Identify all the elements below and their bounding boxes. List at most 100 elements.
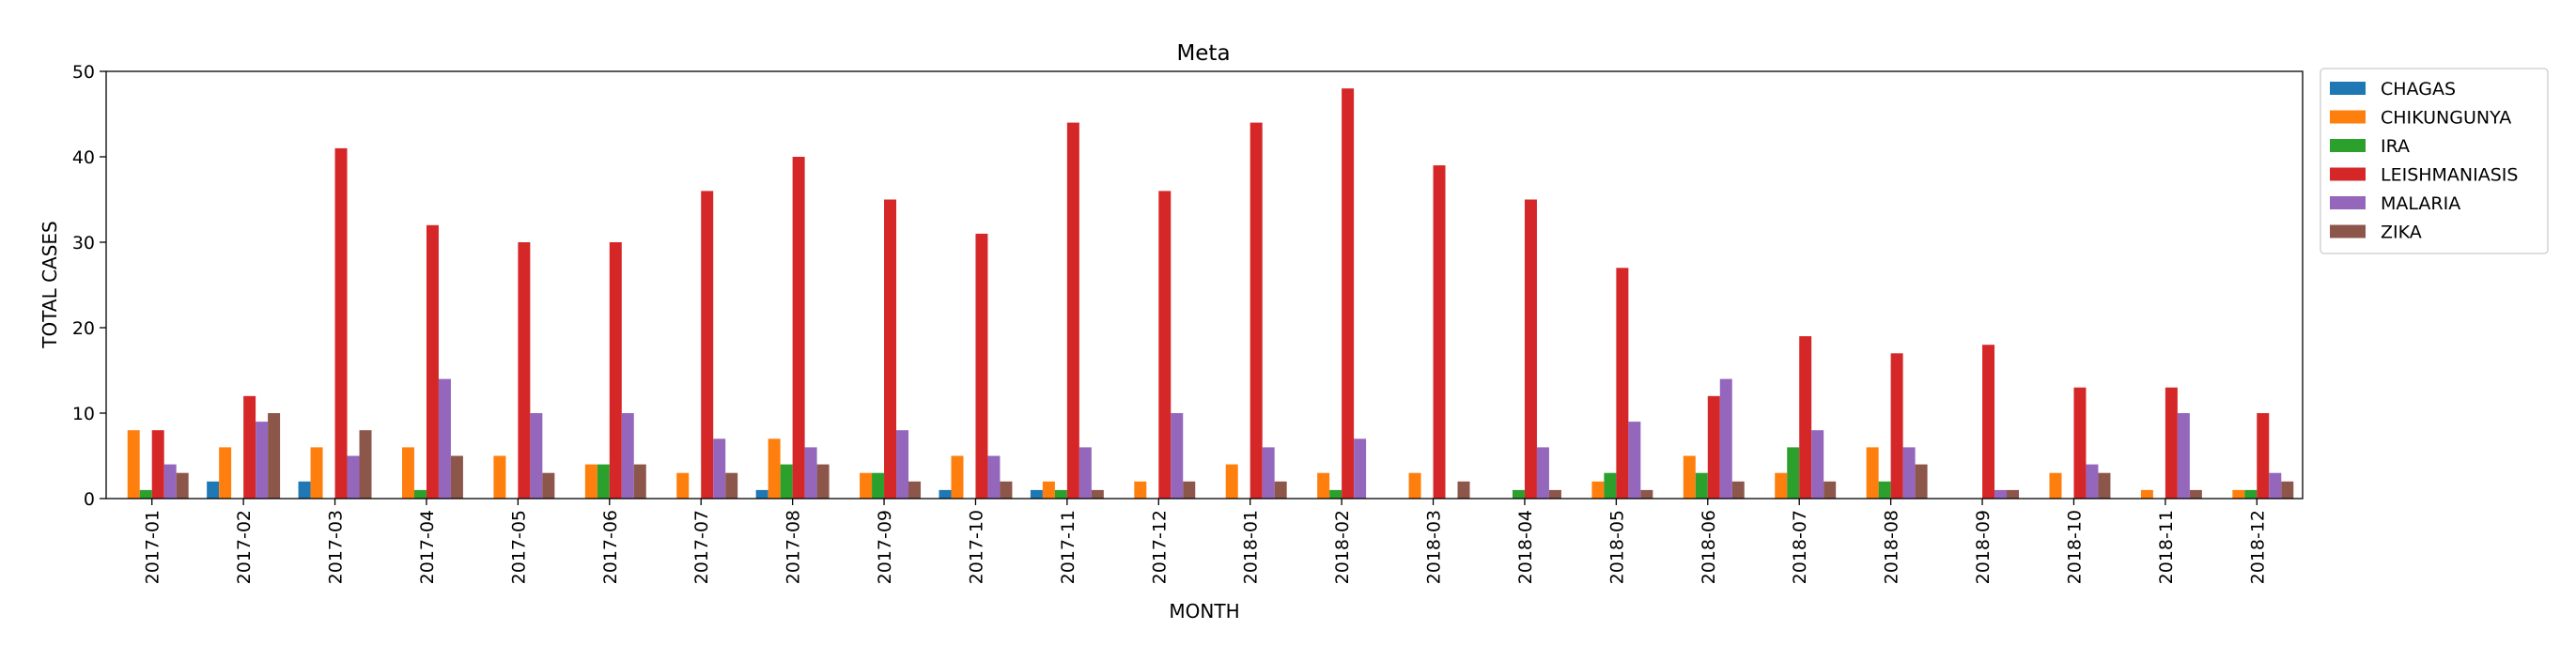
bar-chikungunya-2018-03 xyxy=(1408,472,1421,499)
x-tick-label: 2018-09 xyxy=(1973,510,1994,584)
bar-leishmaniasis-2018-08 xyxy=(1890,353,1903,499)
x-tick-label: 2017-04 xyxy=(417,510,438,584)
x-tick-label: 2017-09 xyxy=(875,510,895,584)
bar-malaria-2018-07 xyxy=(1811,430,1824,499)
bar-malaria-2018-09 xyxy=(1994,489,2008,499)
y-axis-label: TOTAL CASES xyxy=(39,221,61,348)
x-tick-label: 2018-08 xyxy=(1882,510,1902,584)
bar-leishmaniasis-2017-05 xyxy=(518,242,531,499)
legend-swatch-chagas xyxy=(2330,82,2366,95)
bar-zika-2018-05 xyxy=(1640,489,1653,499)
x-tick-label: 2018-10 xyxy=(2064,510,2085,584)
bar-chikungunya-2017-08 xyxy=(768,438,781,499)
bar-zika-2017-06 xyxy=(633,464,646,499)
x-tick-label: 2017-03 xyxy=(326,510,347,584)
bar-malaria-2018-12 xyxy=(2269,472,2282,499)
bar-chikungunya-2017-12 xyxy=(1134,481,1147,499)
legend-label-malaria: MALARIA xyxy=(2381,193,2460,214)
bar-zika-2018-10 xyxy=(2098,472,2111,499)
bar-leishmaniasis-2017-02 xyxy=(243,395,256,499)
x-axis-label: MONTH xyxy=(1169,600,1239,623)
bar-zika-2017-01 xyxy=(176,472,189,499)
bar-chikungunya-2018-05 xyxy=(1591,481,1605,499)
x-tick-label: 2018-05 xyxy=(1606,510,1627,584)
bar-zika-2018-07 xyxy=(1823,481,1837,499)
bar-zika-2017-03 xyxy=(359,430,372,499)
x-tick-label: 2018-07 xyxy=(1790,510,1810,584)
bar-ira-2017-11 xyxy=(1054,489,1067,499)
bar-malaria-2018-08 xyxy=(1902,447,1916,499)
legend-label-zika: ZIKA xyxy=(2381,223,2422,243)
bar-chikungunya-2017-01 xyxy=(127,430,140,499)
bar-leishmaniasis-2017-09 xyxy=(884,199,897,499)
bar-chagas-2017-03 xyxy=(298,481,311,499)
bar-leishmaniasis-2018-03 xyxy=(1433,165,1446,499)
bar-leishmaniasis-2018-06 xyxy=(1707,395,1720,499)
bar-leishmaniasis-2017-06 xyxy=(609,242,622,499)
x-tick-label: 2018-03 xyxy=(1424,510,1445,584)
bar-zika-2017-04 xyxy=(450,455,463,499)
bar-leishmaniasis-2018-02 xyxy=(1342,88,1355,499)
bar-leishmaniasis-2018-07 xyxy=(1799,336,1812,499)
bar-zika-2017-10 xyxy=(1000,481,1013,499)
x-tick-label: 2018-02 xyxy=(1332,510,1353,584)
x-tick-label: 2017-01 xyxy=(143,510,163,584)
y-tick-label: 0 xyxy=(84,489,95,510)
x-tick-label: 2018-04 xyxy=(1515,510,1536,584)
bar-zika-2017-07 xyxy=(725,472,738,499)
bar-leishmaniasis-2017-07 xyxy=(701,191,714,499)
x-tick-label: 2017-11 xyxy=(1058,510,1079,584)
bar-chikungunya-2017-11 xyxy=(1042,481,1055,499)
bar-malaria-2018-01 xyxy=(1262,447,1275,499)
bar-malaria-2017-08 xyxy=(804,447,817,499)
bar-ira-2017-01 xyxy=(139,489,152,499)
legend-label-ira: IRA xyxy=(2381,136,2410,157)
x-tick-label: 2017-02 xyxy=(234,510,255,584)
legend-swatch-chikungunya xyxy=(2330,110,2366,124)
bar-chagas-2017-08 xyxy=(755,489,768,499)
bar-leishmaniasis-2018-01 xyxy=(1249,122,1263,499)
bar-ira-2018-07 xyxy=(1787,447,1800,499)
bar-malaria-2017-10 xyxy=(987,455,1001,499)
bar-ira-2017-09 xyxy=(872,472,885,499)
bar-chikungunya-2017-02 xyxy=(219,447,232,499)
bar-malaria-2017-01 xyxy=(163,464,177,499)
x-tick-label: 2017-06 xyxy=(600,510,621,584)
bar-leishmaniasis-2018-04 xyxy=(1524,199,1537,499)
bar-ira-2018-08 xyxy=(1878,481,1891,499)
legend-label-leishmaniasis: LEISHMANIASIS xyxy=(2381,165,2518,186)
bar-ira-2018-02 xyxy=(1329,489,1342,499)
bar-malaria-2017-11 xyxy=(1079,447,1092,499)
bar-leishmaniasis-2017-12 xyxy=(1158,191,1172,499)
bar-chikungunya-2017-09 xyxy=(860,472,873,499)
bar-zika-2018-12 xyxy=(2281,481,2294,499)
x-tick-label: 2018-06 xyxy=(1699,510,1719,584)
bar-malaria-2017-04 xyxy=(438,378,451,499)
bar-malaria-2017-02 xyxy=(256,422,269,499)
bar-malaria-2018-02 xyxy=(1354,438,1367,499)
legend: CHAGAS CHIKUNGUNYA IRA LEISHMANIASIS MALARIA… xyxy=(2320,68,2549,254)
bar-zika-2018-01 xyxy=(1274,481,1287,499)
bar-chikungunya-2017-10 xyxy=(951,455,964,499)
bar-malaria-2018-06 xyxy=(1719,378,1732,499)
bar-zika-2018-11 xyxy=(2189,489,2202,499)
legend-swatch-ira xyxy=(2330,139,2366,152)
chart-title: Meta xyxy=(1176,41,1230,66)
bar-leishmaniasis-2017-08 xyxy=(792,157,805,499)
x-tick-label: 2018-11 xyxy=(2156,510,2177,584)
bar-chikungunya-2017-07 xyxy=(676,472,690,499)
x-tick-label: 2018-12 xyxy=(2247,510,2268,584)
legend-box xyxy=(2320,68,2549,254)
bar-chikungunya-2018-10 xyxy=(2049,472,2062,499)
y-tick-label: 40 xyxy=(72,147,95,168)
bar-leishmaniasis-2018-09 xyxy=(1982,345,1995,499)
bar-zika-2018-06 xyxy=(1731,481,1745,499)
bar-leishmaniasis-2017-10 xyxy=(975,233,988,499)
bar-malaria-2017-06 xyxy=(621,413,634,499)
bar-zika-2017-12 xyxy=(1183,481,1196,499)
bar-chagas-2017-02 xyxy=(207,481,220,499)
bar-zika-2018-04 xyxy=(1548,489,1561,499)
bar-leishmaniasis-2017-04 xyxy=(426,224,439,500)
bar-ira-2017-06 xyxy=(597,464,610,499)
bar-chikungunya-2018-01 xyxy=(1225,464,1238,499)
